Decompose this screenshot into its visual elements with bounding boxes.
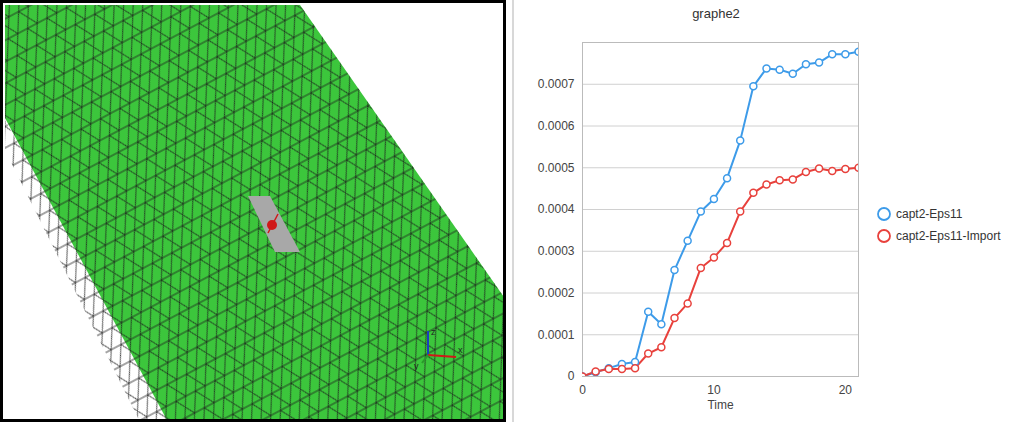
svg-text:0.0001: 0.0001 [538,328,575,342]
svg-text:0.0003: 0.0003 [538,244,575,258]
svg-text:0: 0 [568,369,575,383]
svg-text:0.0007: 0.0007 [538,77,575,91]
svg-text:0.0002: 0.0002 [538,286,575,300]
svg-text:Time: Time [707,398,734,412]
html-text:graphe2: graphe2 [692,6,740,21]
svg-text:20: 20 [839,383,853,397]
svg-text:y: y [414,361,419,371]
svg-text:0.0006: 0.0006 [538,119,575,133]
html-text:capt2-Eps11: capt2-Eps11 [896,207,963,221]
svg-text:0: 0 [579,383,586,397]
svg-text:x: x [458,345,463,355]
svg-text:0.0005: 0.0005 [538,161,575,175]
svg-text:0.0004: 0.0004 [538,202,575,216]
svg-text:z: z [431,327,436,337]
svg-text:10: 10 [707,383,721,397]
html-text:capt2-Eps11-Import: capt2-Eps11-Import [896,229,1001,243]
